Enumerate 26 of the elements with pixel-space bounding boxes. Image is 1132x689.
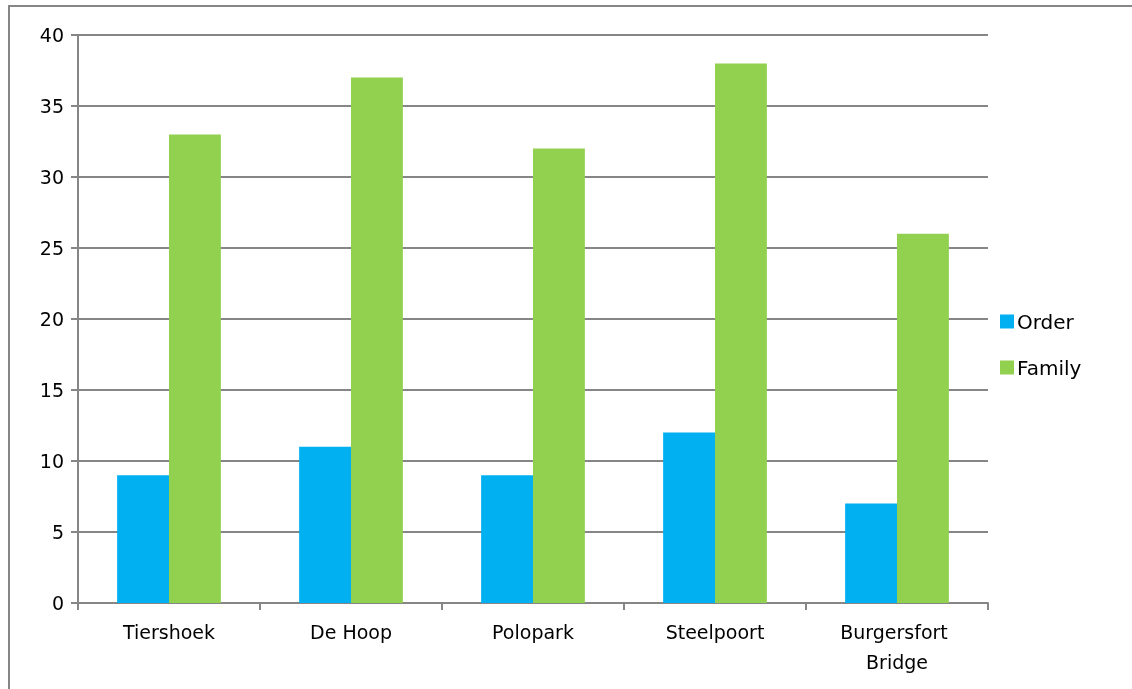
- bar: [845, 503, 897, 603]
- legend-label: Family: [1017, 355, 1082, 380]
- y-tick-label: 20: [39, 308, 64, 330]
- bar: [663, 432, 715, 603]
- bar: [117, 475, 169, 603]
- y-tick-label: 15: [39, 379, 64, 401]
- y-tick-label: 10: [39, 450, 64, 472]
- bar: [299, 446, 351, 603]
- y-tick-label: 40: [39, 24, 64, 46]
- bar: [533, 148, 585, 603]
- y-tick-label: 25: [39, 237, 64, 259]
- bar: [351, 77, 403, 603]
- y-tick-label: 0: [51, 592, 64, 614]
- bar: [715, 63, 767, 603]
- x-tick-label: Steelpoort: [665, 621, 765, 643]
- x-tick-label: Polopark: [492, 621, 574, 643]
- bar: [481, 475, 533, 603]
- legend-label: Order: [1017, 309, 1075, 334]
- bar: [897, 233, 949, 603]
- bar: [169, 134, 221, 603]
- x-tick-label: De Hoop: [310, 621, 392, 643]
- y-tick-label: 35: [39, 95, 64, 117]
- y-tick-label: 5: [51, 521, 64, 543]
- x-tick-label: Tiershoek: [121, 621, 216, 643]
- x-tick-label: Burgersfort Bridge: [840, 621, 954, 673]
- y-tick-label: 30: [39, 166, 64, 188]
